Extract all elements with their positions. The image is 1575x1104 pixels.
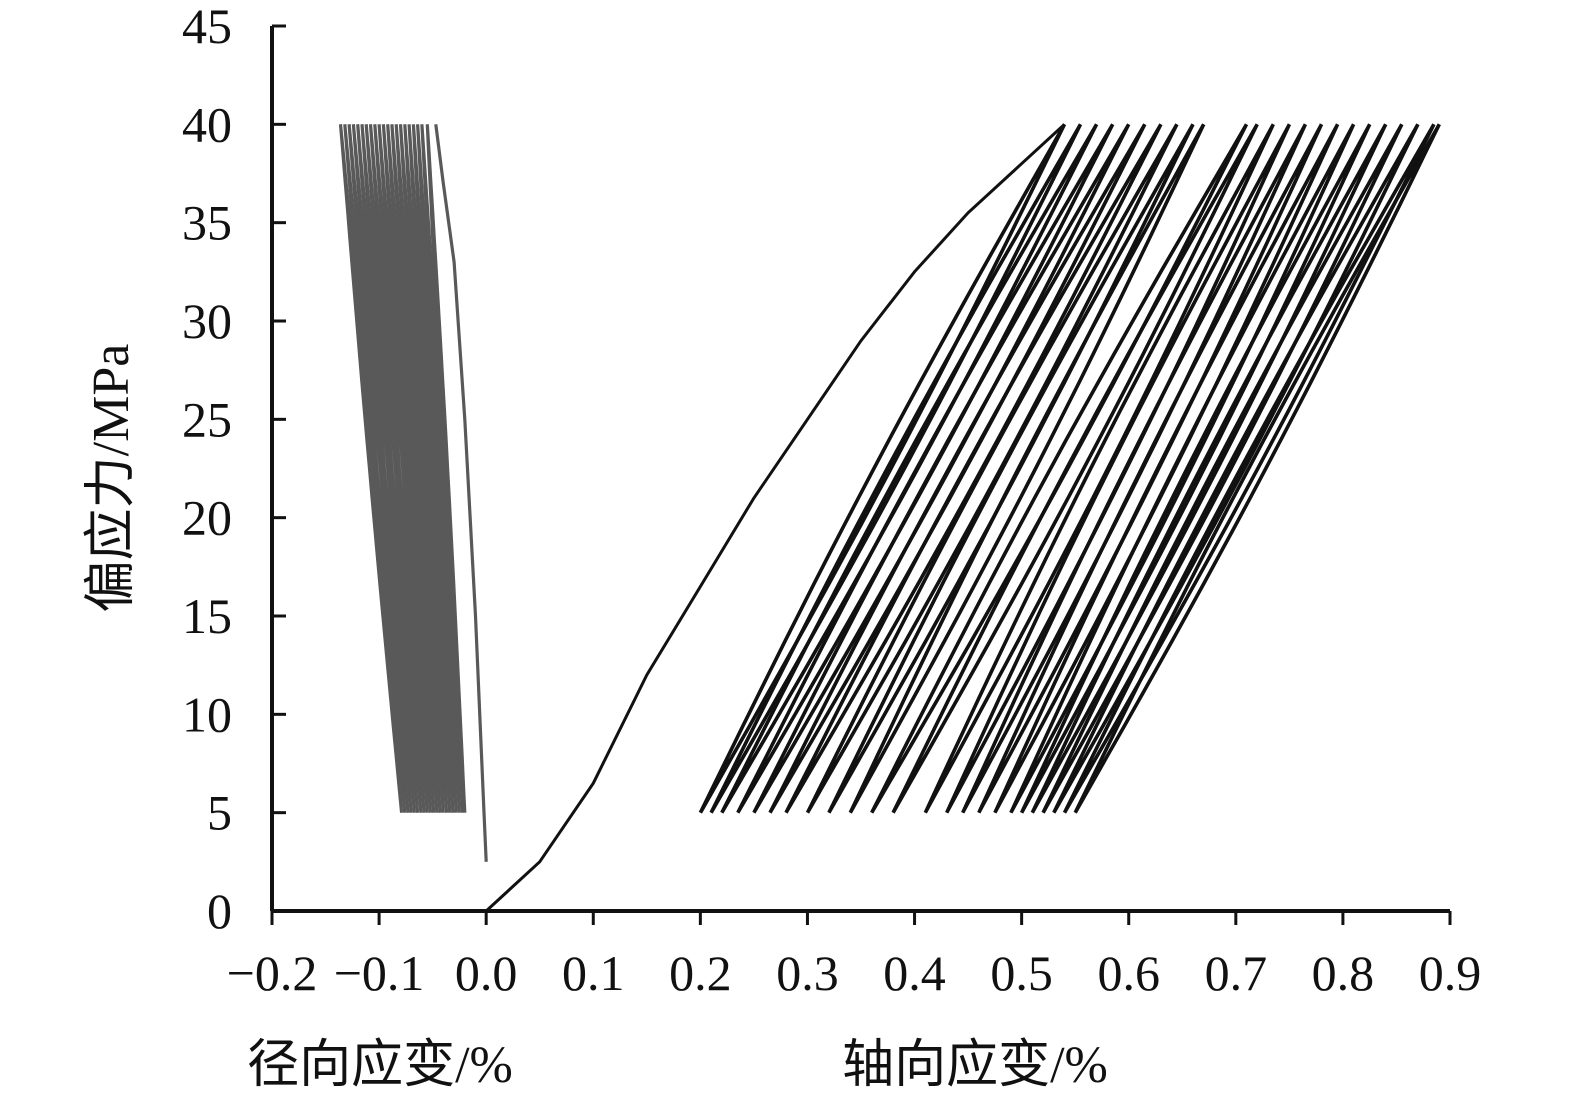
initial-loading-curve (485, 123, 1066, 913)
initial-loading-curve (434, 124, 488, 862)
x-tick-label: −0.1 (334, 945, 425, 1001)
hysteresis-loop (1062, 123, 1436, 814)
hysteresis-loop (1019, 123, 1372, 814)
y-axis-title: 偏应力/MPa (83, 344, 140, 613)
hysteresis-loop (993, 123, 1340, 814)
y-tick-label: 5 (207, 785, 232, 841)
x-tick-label: 0.3 (776, 945, 839, 1001)
x-tick-label: 0.4 (883, 945, 946, 1001)
x-ticks: −0.2 −0.1 0.0 0.1 0.2 0.3 0.4 0.5 0.6 0.7 0.8 0.9 (227, 911, 1482, 1001)
x-tick-label: 0.5 (990, 945, 1053, 1001)
hysteresis-loop (848, 123, 1206, 814)
hysteresis-loop (805, 123, 1179, 814)
y-tick-label: 20 (182, 490, 232, 546)
y-tick-label: 30 (182, 293, 232, 349)
series-axial-strain (485, 123, 1441, 913)
x-axis-title-axial: 轴向应变/% (842, 1037, 1108, 1094)
y-tick-label: 35 (182, 195, 232, 251)
x-tick-label: 0.8 (1312, 945, 1375, 1001)
hysteresis-loop (1009, 123, 1356, 814)
hysteresis-loop (891, 123, 1259, 814)
x-tick-label: 0.9 (1419, 945, 1482, 1001)
y-tick-label: 40 (182, 96, 232, 152)
hysteresis-loop (1073, 123, 1441, 814)
hysteresis-loop (698, 123, 1067, 814)
hysteresis-loop (338, 124, 404, 813)
hysteresis-loop (1030, 123, 1388, 814)
y-ticks: 0 5 10 15 20 25 30 35 40 45 (182, 0, 286, 939)
hysteresis-loop (784, 123, 1163, 814)
hysteresis-loop (1052, 123, 1420, 814)
plot-area (338, 123, 1441, 913)
x-tick-label: 0.2 (669, 945, 732, 1001)
hysteresis-loop (1041, 123, 1404, 814)
hysteresis-loop (752, 123, 1131, 814)
series-radial-strain (338, 124, 488, 862)
y-tick-label: 25 (182, 391, 232, 447)
hysteresis-loop (870, 123, 1249, 814)
y-tick-label: 15 (182, 588, 232, 644)
hysteresis-loop (827, 123, 1195, 814)
x-tick-label: 0.1 (562, 945, 625, 1001)
x-tick-label: 0.0 (455, 945, 518, 1001)
x-tick-label: 0.6 (1097, 945, 1160, 1001)
y-tick-label: 0 (207, 883, 232, 939)
x-tick-label: 0.7 (1205, 945, 1268, 1001)
x-tick-label: −0.2 (227, 945, 318, 1001)
y-tick-label: 45 (182, 0, 232, 54)
hysteresis-loop (709, 123, 1083, 814)
y-tick-label: 10 (182, 686, 232, 742)
x-axis-title-radial: 径向应变/% (247, 1037, 513, 1094)
hysteresis-loop (923, 123, 1275, 814)
axes (270, 26, 1450, 913)
